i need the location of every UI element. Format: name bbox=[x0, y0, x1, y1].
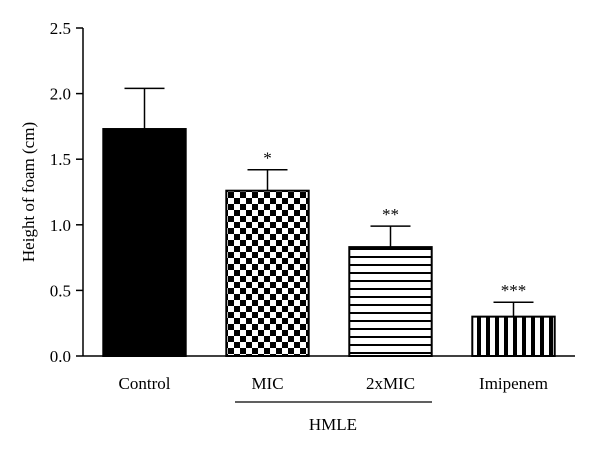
y-tick-label: 0.5 bbox=[50, 281, 71, 300]
significance-label: *** bbox=[501, 281, 527, 300]
x-tick-label: Imipenem bbox=[479, 374, 548, 393]
y-tick-label: 2.0 bbox=[50, 85, 71, 104]
y-ticks: 0.0 0.5 1.0 1.5 2.0 2.5 bbox=[50, 19, 83, 366]
y-tick-label: 2.5 bbox=[50, 19, 71, 38]
significance-label: * bbox=[263, 149, 272, 168]
x-tick-label: MIC bbox=[251, 374, 283, 393]
y-axis-title: Height of foam (cm) bbox=[19, 122, 38, 262]
bar-control bbox=[102, 128, 187, 357]
bar-mic bbox=[225, 189, 310, 357]
y-tick-label: 0.0 bbox=[50, 347, 71, 366]
bar-2xmic bbox=[348, 246, 433, 357]
bar-imipenem bbox=[471, 315, 556, 358]
significance-label: ** bbox=[382, 205, 399, 224]
x-tick-label: Control bbox=[119, 374, 171, 393]
y-tick-label: 1.0 bbox=[50, 216, 71, 235]
y-tick-label: 1.5 bbox=[50, 150, 71, 169]
bars: Control * MIC ** 2xMIC *** Imipenem bbox=[102, 87, 556, 393]
group-label: HMLE bbox=[309, 415, 357, 434]
x-tick-label: 2xMIC bbox=[366, 374, 415, 393]
